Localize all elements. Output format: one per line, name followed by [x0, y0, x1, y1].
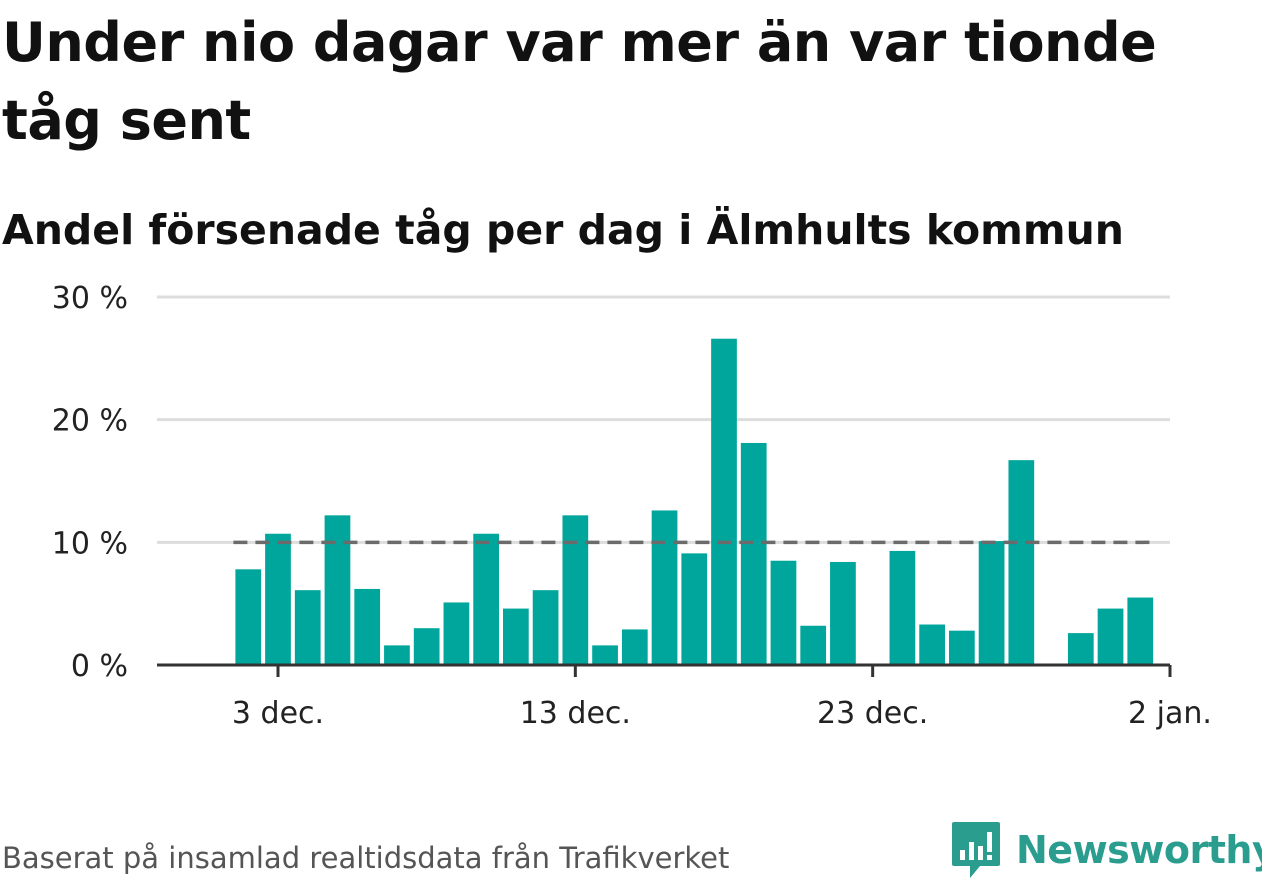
bar [503, 608, 529, 665]
bar [562, 515, 589, 665]
chart-title: Under nio dagar var mer än var tionde tå… [2, 11, 1157, 152]
newsworthy-logo-icon [952, 822, 1000, 878]
y-axis-tick-labels: 30 % 20 % 10 % 0 % [52, 281, 128, 684]
bar [354, 588, 381, 665]
bar [681, 553, 708, 665]
bar [1097, 608, 1124, 665]
bar [324, 515, 351, 665]
bar [949, 630, 975, 665]
bar [889, 550, 916, 665]
bar-chart: 30 % 20 % 10 % 0 % 3 dec. 13 dec. 23 dec. 2 ja… [52, 281, 1212, 730]
bar [711, 338, 737, 665]
newsworthy-logo[interactable]: Newsworthy [950, 820, 1262, 880]
bar [1127, 597, 1154, 665]
x-tick-label: 13 dec. [520, 696, 631, 730]
bar [413, 628, 440, 665]
bar [1067, 633, 1094, 665]
bar [800, 625, 827, 665]
bar [235, 569, 262, 665]
x-tick-label: 2 jan. [1128, 696, 1212, 730]
x-tick-label: 23 dec. [817, 696, 928, 730]
x-axis [157, 663, 1172, 677]
x-axis-tick-labels: 3 dec. 13 dec. 23 dec. 2 jan. [232, 696, 1212, 730]
bar [443, 602, 470, 665]
x-tick-label: 3 dec. [232, 696, 324, 730]
source-note: Baserat på insamlad realtidsdata från Tr… [2, 841, 730, 875]
bars [235, 338, 1154, 665]
bar [651, 510, 678, 665]
bar [473, 533, 499, 665]
bar [532, 590, 559, 665]
bar [1008, 460, 1035, 665]
bar [265, 533, 291, 665]
bar [384, 645, 410, 665]
bar [621, 629, 648, 665]
y-tick-label: 0 % [71, 649, 128, 684]
y-tick-label: 10 % [52, 526, 128, 561]
bar [919, 624, 945, 665]
brand-name: Newsworthy [1016, 828, 1262, 872]
bar [294, 590, 321, 665]
bar [770, 560, 797, 665]
y-tick-label: 30 % [52, 281, 128, 316]
bar [830, 561, 856, 665]
y-tick-label: 20 % [52, 404, 128, 439]
bar [978, 541, 1005, 665]
bar [740, 442, 767, 665]
bar [592, 645, 618, 665]
chart-subtitle: Andel försenade tåg per dag i Älmhults k… [2, 206, 1124, 254]
